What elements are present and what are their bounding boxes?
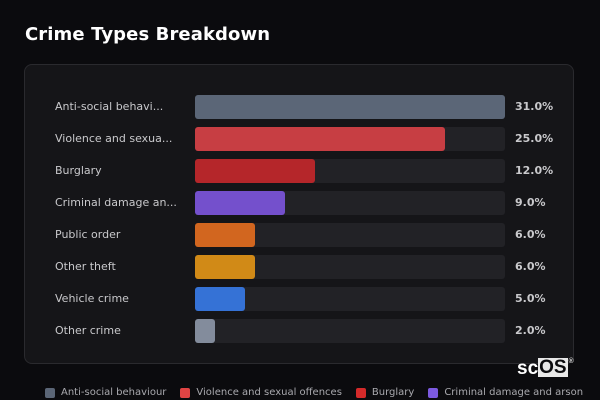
legend-label: Criminal damage and arson: [444, 387, 584, 398]
bar-track: [195, 287, 505, 311]
watermark-prefix: sc: [517, 358, 539, 379]
legend-swatch-icon: [180, 387, 191, 398]
watermark-boxed: OS: [538, 357, 568, 378]
bar-fill[interactable]: [195, 127, 445, 151]
legend-swatch-icon: [355, 387, 366, 398]
bar-label: Other crime: [55, 324, 121, 337]
legend-label: Anti-social behaviour: [61, 387, 167, 398]
bar-row: Burglary 12.0%: [25, 159, 575, 183]
bar-label: Other theft: [55, 260, 116, 273]
bar-track: [195, 95, 505, 119]
bar-fill[interactable]: [195, 319, 215, 343]
bar-track: [195, 255, 505, 279]
bar-fill[interactable]: [195, 223, 255, 247]
legend-item[interactable]: Burglary: [355, 387, 415, 398]
legend-swatch-icon: [45, 387, 55, 398]
bar-fill[interactable]: [195, 255, 255, 279]
bar-fill[interactable]: [195, 191, 285, 215]
legend-swatch-icon: [428, 387, 439, 398]
bar-row: Violence and sexua... 25.0%: [25, 127, 575, 151]
bar-row: Public order 6.0%: [25, 223, 575, 247]
bar-value: 6.0%: [515, 260, 546, 273]
bar-row: Vehicle crime 5.0%: [25, 287, 575, 311]
bar-row: Criminal damage an... 9.0%: [25, 191, 575, 215]
bar-value: 6.0%: [515, 228, 546, 241]
legend-label: Burglary: [371, 387, 415, 398]
bar-value: 5.0%: [515, 292, 546, 305]
bar-fill[interactable]: [195, 159, 315, 183]
watermark-logo: sc OS ®: [517, 358, 574, 380]
bar-fill[interactable]: [195, 287, 245, 311]
bar-label: Anti-social behavi...: [55, 100, 164, 113]
legend-item[interactable]: Violence and sexual offences: [180, 387, 342, 398]
bar-row: Anti-social behavi... 31.0%: [25, 95, 575, 119]
bar-track: [195, 191, 505, 215]
page-title: Crime Types Breakdown: [25, 24, 271, 45]
bar-value: 9.0%: [515, 196, 546, 209]
legend-label: Violence and sexual offences: [196, 387, 342, 398]
bar-value: 12.0%: [515, 164, 554, 177]
bar-label: Criminal damage an...: [55, 196, 177, 209]
bar-label: Vehicle crime: [55, 292, 129, 305]
bar-row: Other theft 6.0%: [25, 255, 575, 279]
bar-track: [195, 319, 505, 343]
bar-value: 31.0%: [515, 100, 554, 113]
bar-label: Burglary: [55, 164, 102, 177]
chart-legend: Anti-social behaviour Violence and sexua…: [45, 387, 583, 398]
bar-fill[interactable]: [195, 95, 505, 119]
bar-track: [195, 159, 505, 183]
bar-value: 2.0%: [515, 324, 546, 337]
legend-item[interactable]: Anti-social behaviour: [45, 387, 166, 398]
bar-label: Violence and sexua...: [55, 132, 173, 145]
legend-item[interactable]: Criminal damage and arson: [428, 387, 583, 398]
bar-track: [195, 127, 505, 151]
bar-value: 25.0%: [515, 132, 554, 145]
chart-panel: Anti-social behavi... 31.0% Violence and…: [24, 64, 574, 364]
bar-row: Other crime 2.0%: [25, 319, 575, 343]
registered-mark-icon: ®: [568, 358, 574, 365]
bar-track: [195, 223, 505, 247]
bar-label: Public order: [55, 228, 121, 241]
